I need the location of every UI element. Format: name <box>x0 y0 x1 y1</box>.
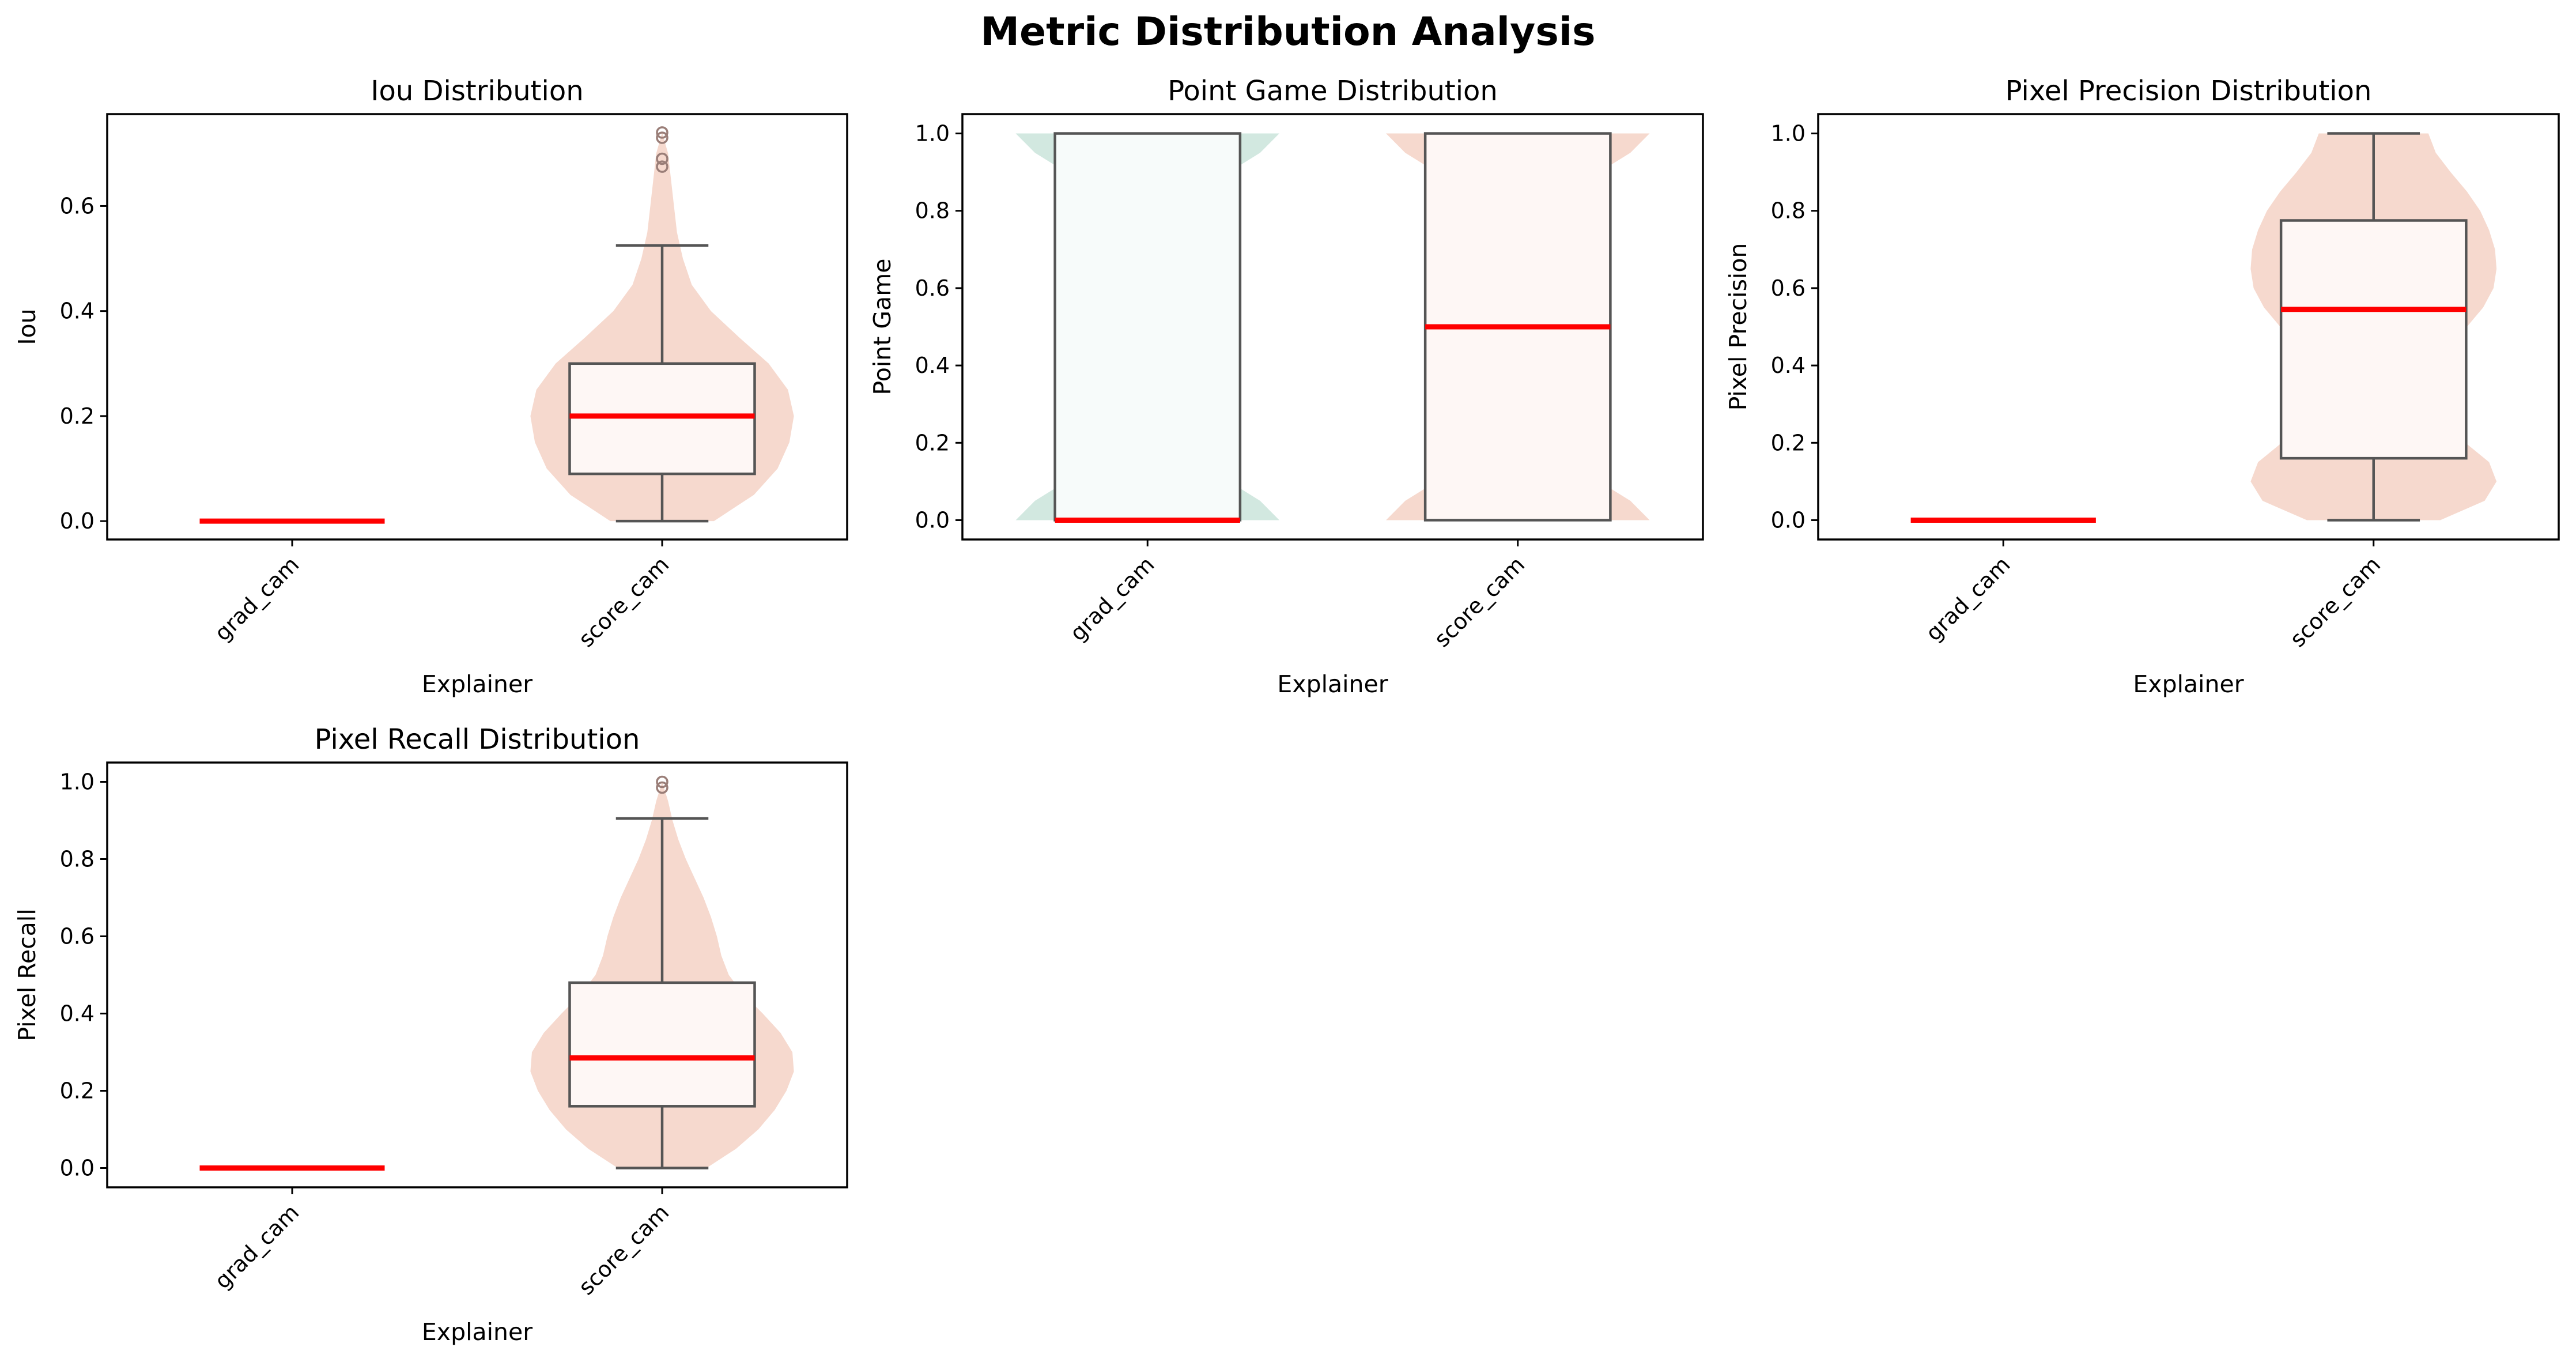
outlier-point <box>656 126 668 139</box>
axes-frame <box>106 113 848 541</box>
outlier-point <box>656 152 668 165</box>
axes-frame <box>106 761 848 1188</box>
y-tick-label: 0.8 <box>1771 198 1806 224</box>
subplot-title: Iou Distribution <box>371 75 583 107</box>
subplot-title: Pixel Precision Distribution <box>2005 75 2372 107</box>
box-score_cam <box>568 981 756 1108</box>
x-axis-label: Explainer <box>2133 670 2243 698</box>
y-tick-label: 0.4 <box>60 299 95 324</box>
y-tick-label: 1.0 <box>915 121 950 146</box>
box-grad_cam <box>1053 132 1242 522</box>
outlier-point <box>656 160 668 173</box>
y-axis-label: Iou <box>13 308 41 345</box>
axes-frame <box>1817 113 2560 541</box>
y-tick-label: 0.8 <box>60 847 95 872</box>
y-tick-label: 0.2 <box>60 1078 95 1104</box>
outlier-point <box>656 131 668 144</box>
subplot-title: Point Game Distribution <box>1168 75 1498 107</box>
box-score_cam <box>568 362 756 476</box>
y-axis-label: Pixel Precision <box>1724 243 1752 411</box>
y-tick-label: 0.0 <box>60 508 95 534</box>
y-tick-label: 0.6 <box>915 276 950 301</box>
figure-title: Metric Distribution Analysis <box>980 9 1595 55</box>
y-tick-label: 0.8 <box>915 198 950 224</box>
y-tick-label: 0.2 <box>915 430 950 455</box>
outlier-point <box>656 781 668 794</box>
box-score_cam <box>2279 219 2468 460</box>
y-tick-label: 0.0 <box>60 1156 95 1181</box>
y-tick-label: 0.6 <box>1771 276 1806 301</box>
y-tick-label: 1.0 <box>60 769 95 795</box>
y-axis-label: Point Game <box>868 259 896 395</box>
subplot-title: Pixel Recall Distribution <box>315 723 640 756</box>
x-axis-label: Explainer <box>1277 670 1388 698</box>
y-tick-label: 0.4 <box>1771 353 1806 378</box>
y-tick-label: 0.4 <box>60 1001 95 1027</box>
x-axis-label: Explainer <box>422 1318 532 1346</box>
y-tick-label: 0.0 <box>915 507 950 533</box>
axes-frame <box>961 113 1704 541</box>
y-axis-label: Pixel Recall <box>13 908 41 1041</box>
y-tick-label: 1.0 <box>1771 121 1806 146</box>
y-tick-label: 0.4 <box>915 353 950 378</box>
x-axis-label: Explainer <box>422 670 532 698</box>
y-tick-label: 0.0 <box>1771 507 1806 533</box>
outlier-point <box>656 775 668 788</box>
y-tick-label: 0.2 <box>60 403 95 429</box>
y-tick-label: 0.6 <box>60 193 95 218</box>
y-tick-label: 0.6 <box>60 924 95 949</box>
y-tick-label: 0.2 <box>1771 430 1806 455</box>
